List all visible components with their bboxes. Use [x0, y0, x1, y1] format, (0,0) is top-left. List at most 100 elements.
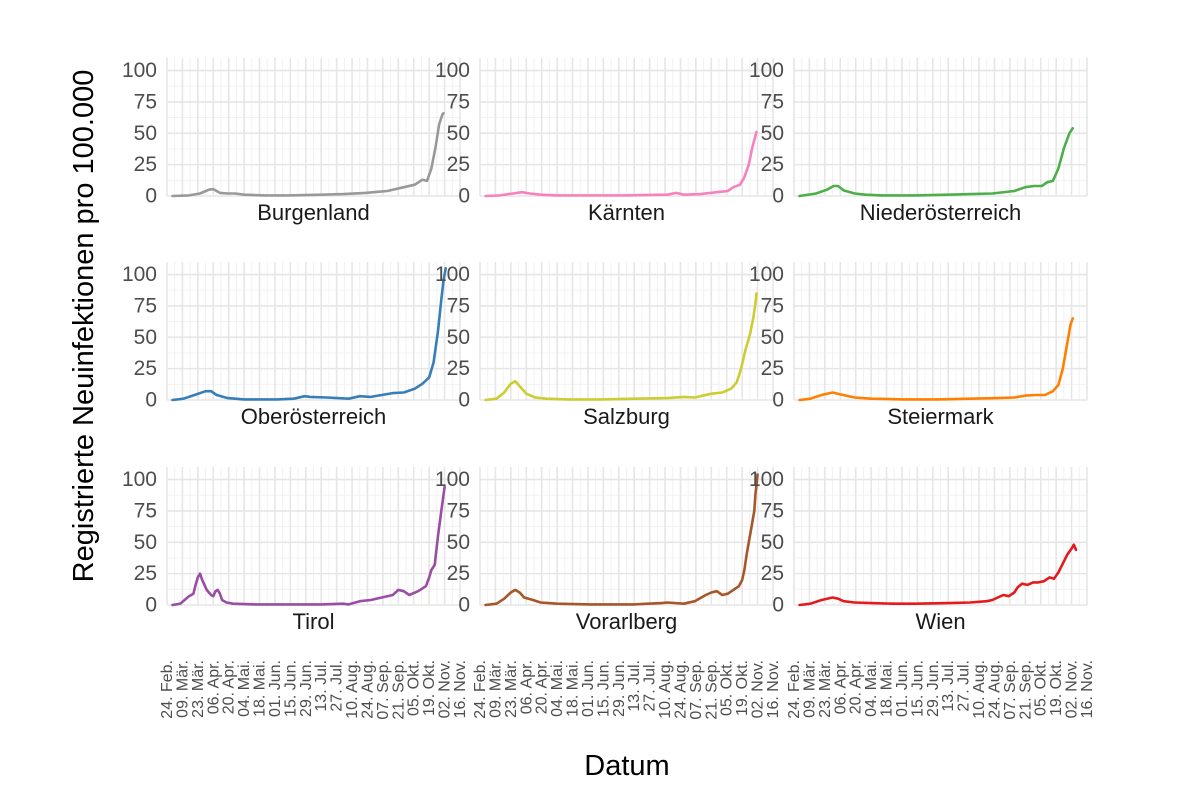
y-tick-label: 75: [761, 90, 784, 113]
y-tick-label: 75: [134, 294, 157, 317]
x-tick-label: 13. Jul.: [626, 660, 643, 712]
x-tick-label: 24. Aug.: [987, 660, 1004, 719]
x-tick-label: 20. Apr.: [534, 660, 551, 714]
panel-label: Oberösterreich: [241, 404, 387, 429]
x-tick-label: 21. Sep.: [703, 660, 720, 720]
x-tick-label: 07. Sep.: [688, 660, 705, 720]
x-tick-label: 09. Mär.: [174, 660, 191, 718]
x-tick-label: 27. Jul.: [956, 660, 973, 712]
x-tick-label: 02. Nov.: [1064, 660, 1081, 718]
y-tick-label: 75: [447, 499, 470, 522]
panel-label: Burgenland: [257, 200, 370, 225]
y-tick-label: 0: [458, 185, 470, 208]
y-tick-label: 100: [122, 263, 157, 286]
y-tick-label: 0: [458, 594, 470, 617]
x-tick-label: 18. Mai.: [879, 660, 896, 717]
x-tick-label: 04. Mai.: [549, 660, 566, 717]
x-tick-label: 16. Nov.: [765, 660, 782, 718]
x-tick-label: 05. Okt.: [406, 660, 423, 716]
y-tick-label: 0: [772, 594, 784, 617]
panel-9: 0 25 50 75 100 Wien: [749, 467, 1088, 634]
x-tick-label: 21. Sep.: [1017, 660, 1034, 720]
x-tick-label: 23. Mär.: [503, 660, 520, 718]
x-tick-label: 29. Jun.: [611, 660, 628, 717]
panel-5: 0 25 50 75 100 Salzburg: [435, 262, 774, 429]
panel-label: Vorarlberg: [576, 609, 678, 634]
panel-4: 0 25 50 75 100 Oberösterreich: [122, 262, 461, 429]
x-tick-label: 23. Mär.: [817, 660, 834, 718]
x-tick-label: 09. Mär.: [801, 660, 818, 718]
y-tick-label: 50: [447, 531, 470, 554]
x-axis-title: Datum: [584, 750, 669, 782]
y-tick-label: 50: [134, 326, 157, 349]
y-tick-label: 25: [447, 153, 470, 176]
x-tick-label: 18. Mai.: [565, 660, 582, 717]
x-tick-label: 23. Mär.: [190, 660, 207, 718]
panel-6: 0 25 50 75 100 Steiermark: [749, 262, 1088, 429]
panel-label: Steiermark: [887, 404, 994, 429]
y-axis-title: Registrierte Neuinfektionen pro 100.000: [68, 70, 100, 583]
x-tick-labels-col-2: 24. Feb.09. Mär.23. Mär.06. Apr.20. Apr.…: [472, 660, 782, 720]
y-tick-label: 100: [435, 468, 470, 491]
series-line-burgenland: [171, 111, 445, 198]
y-tick-label: 50: [761, 326, 784, 349]
x-tick-label: 06. Apr.: [205, 660, 222, 714]
y-tick-label: 100: [435, 263, 470, 286]
y-tick-label: 100: [122, 59, 157, 82]
y-tick-label: 0: [145, 389, 157, 412]
y-tick-label: 0: [145, 594, 157, 617]
y-tick-label: 75: [134, 90, 157, 113]
x-tick-label: 27. Jul.: [329, 660, 346, 712]
x-tick-label: 10. Aug.: [344, 660, 361, 719]
panel-1: 0 25 50 75 100 Burgenland: [122, 58, 461, 225]
x-tick-label: 16. Nov.: [1079, 660, 1096, 718]
x-tick-label: 19. Okt.: [421, 660, 438, 716]
y-tick-label: 75: [761, 294, 784, 317]
x-tick-label: 05. Okt.: [719, 660, 736, 716]
x-tick-labels-col-1: 24. Feb.09. Mär.23. Mär.06. Apr.20. Apr.…: [159, 660, 469, 720]
x-tick-label: 24. Feb.: [159, 660, 176, 719]
series-line-tirol: [171, 485, 446, 607]
panel-label: Niederösterreich: [860, 200, 1021, 225]
series-line-niederösterreich: [798, 127, 1074, 198]
x-tick-label: 15. Jun.: [595, 660, 612, 717]
y-tick-label: 100: [749, 468, 784, 491]
y-tick-label: 25: [134, 153, 157, 176]
x-tick-label: 24. Feb.: [786, 660, 803, 719]
y-tick-label: 75: [761, 499, 784, 522]
x-tick-label: 18. Mai.: [252, 660, 269, 717]
x-tick-label: 27. Jul.: [642, 660, 659, 712]
x-tick-label: 20. Apr.: [221, 660, 238, 714]
x-tick-label: 04. Mai.: [863, 660, 880, 717]
panel-label: Salzburg: [583, 404, 670, 429]
x-tick-label: 05. Okt.: [1033, 660, 1050, 716]
series-line-wien: [798, 543, 1078, 607]
y-tick-label: 0: [772, 185, 784, 208]
y-tick-label: 50: [447, 326, 470, 349]
x-tick-label: 07. Sep.: [375, 660, 392, 720]
x-tick-label: 02. Nov.: [437, 660, 454, 718]
x-tick-label: 15. Jun.: [282, 660, 299, 717]
x-tick-label: 01. Jun.: [894, 660, 911, 717]
y-tick-label: 75: [447, 294, 470, 317]
x-tick-label: 16. Nov.: [452, 660, 469, 718]
panel-8: 0 25 50 75 100 Vorarlberg: [435, 467, 774, 634]
x-tick-label: 15. Jun.: [909, 660, 926, 717]
y-tick-label: 50: [134, 531, 157, 554]
y-tick-label: 0: [145, 185, 157, 208]
y-tick-label: 50: [761, 531, 784, 554]
y-tick-label: 25: [761, 357, 784, 380]
x-tick-label: 10. Aug.: [657, 660, 674, 719]
x-tick-label: 29. Jun.: [925, 660, 942, 717]
panel-label: Kärnten: [588, 200, 665, 225]
x-tick-label: 24. Aug.: [360, 660, 377, 719]
facet-panels: 0 25 50 75 100 Burgenland 0 25 50 75 100 Kärnten 0 25…: [122, 58, 1088, 634]
y-tick-label: 25: [761, 562, 784, 585]
x-tick-label: 19. Okt.: [1048, 660, 1065, 716]
x-tick-label: 09. Mär.: [487, 660, 504, 718]
x-tick-label: 01. Jun.: [267, 660, 284, 717]
x-tick-label: 01. Jun.: [580, 660, 597, 717]
series-line-kärnten: [484, 130, 758, 198]
y-tick-label: 100: [122, 468, 157, 491]
y-tick-label: 100: [749, 59, 784, 82]
